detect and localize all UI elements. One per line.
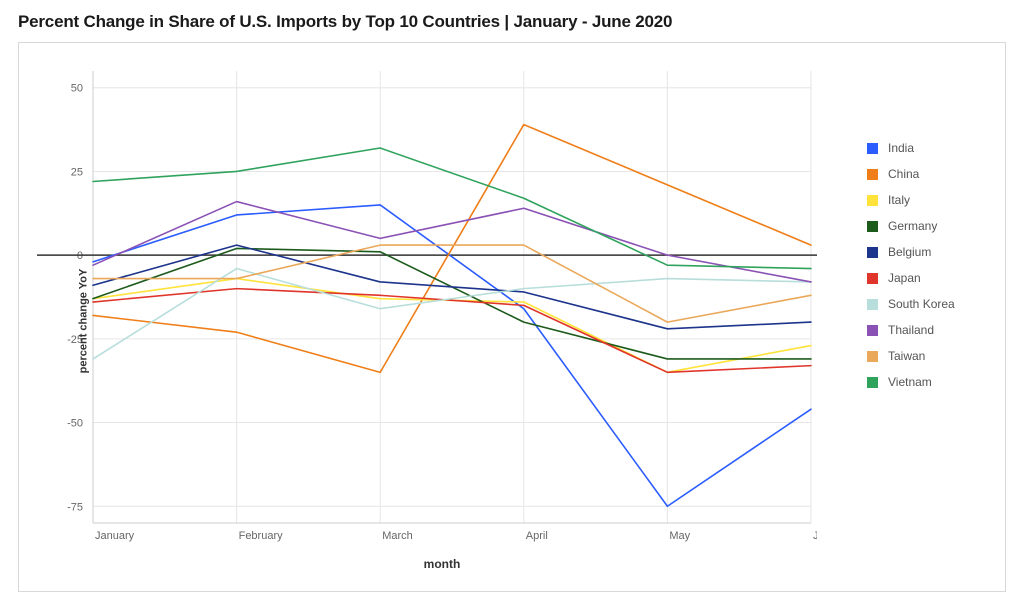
legend-item: Italy: [867, 193, 987, 207]
legend-swatch: [867, 273, 878, 284]
legend-label: Belgium: [888, 245, 931, 259]
legend-swatch: [867, 377, 878, 388]
legend-label: Taiwan: [888, 349, 925, 363]
series-line: [93, 202, 811, 282]
series-line: [93, 269, 811, 359]
plot-area: percent change YoY January February March A…: [37, 61, 847, 581]
legend-item: Belgium: [867, 245, 987, 259]
legend-label: China: [888, 167, 919, 181]
legend-label: India: [888, 141, 914, 155]
legend-swatch: [867, 351, 878, 362]
x-tick-label: June: [813, 530, 817, 542]
legend-label: Italy: [888, 193, 910, 207]
y-tick-label: 0: [77, 250, 83, 262]
legend-swatch: [867, 169, 878, 180]
legend: India China Italy Germany Belgium Japan South …: [847, 61, 987, 581]
series-line: [93, 205, 811, 506]
legend-label: Thailand: [888, 323, 934, 337]
x-tick-label: May: [669, 530, 690, 542]
x-tick-label: March: [382, 530, 413, 542]
x-tick-label: February: [239, 530, 284, 542]
legend-item: Germany: [867, 219, 987, 233]
series-line: [93, 148, 811, 269]
y-tick-label: -75: [67, 501, 83, 513]
legend-swatch: [867, 325, 878, 336]
line-chart-svg: JanuaryFebruaryMarchAprilMayJune-75-50-2…: [37, 61, 817, 551]
chart-title: Percent Change in Share of U.S. Imports …: [0, 0, 1024, 42]
legend-swatch: [867, 143, 878, 154]
legend-swatch: [867, 247, 878, 258]
legend-label: Vietnam: [888, 375, 932, 389]
legend-swatch: [867, 195, 878, 206]
series-line: [93, 289, 811, 373]
x-tick-label: April: [526, 530, 548, 542]
x-tick-label: January: [95, 530, 135, 542]
y-axis-label: percent change YoY: [77, 269, 89, 374]
legend-item: Thailand: [867, 323, 987, 337]
legend-item: Taiwan: [867, 349, 987, 363]
legend-item: China: [867, 167, 987, 181]
series-line: [93, 125, 811, 373]
legend-item: India: [867, 141, 987, 155]
x-axis-label: month: [37, 557, 847, 571]
legend-label: South Korea: [888, 297, 955, 311]
legend-item: Japan: [867, 271, 987, 285]
legend-swatch: [867, 299, 878, 310]
legend-label: Germany: [888, 219, 937, 233]
y-tick-label: 25: [71, 166, 83, 178]
legend-item: South Korea: [867, 297, 987, 311]
legend-item: Vietnam: [867, 375, 987, 389]
legend-swatch: [867, 221, 878, 232]
series-line: [93, 248, 811, 358]
y-tick-label: 50: [71, 83, 83, 95]
chart-container: percent change YoY January February March A…: [18, 42, 1006, 592]
y-tick-label: -50: [67, 418, 83, 430]
legend-label: Japan: [888, 271, 921, 285]
